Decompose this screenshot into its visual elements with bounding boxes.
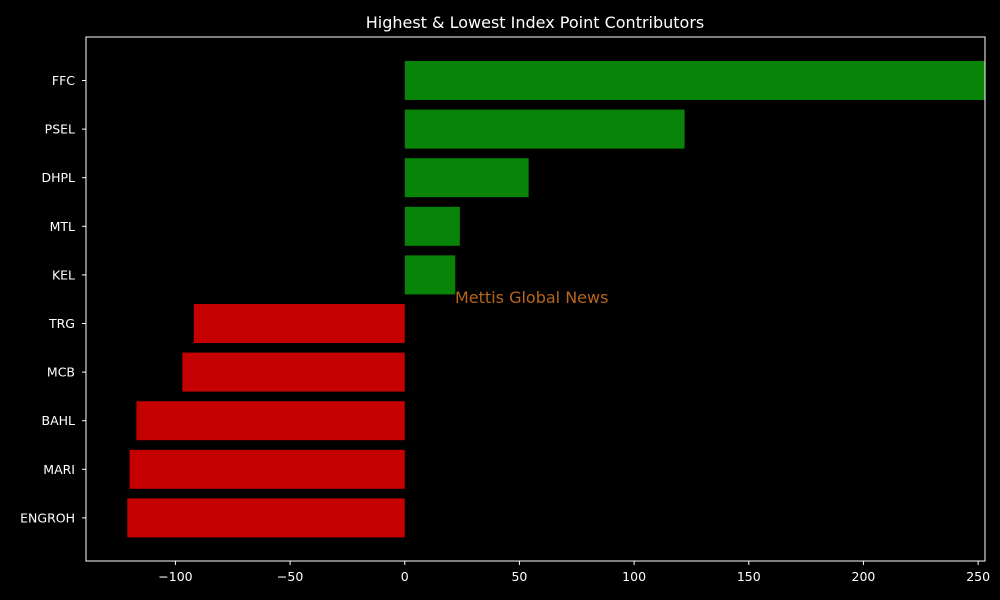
bar-psel [404,109,685,149]
y-tick-label: FFC [52,73,75,88]
bar-trg [193,304,405,343]
y-tick-label: PSEL [45,122,75,137]
y-tick-label: MTL [50,219,75,234]
bar-mtl [404,206,460,246]
x-tick-label: 150 [737,569,761,584]
bar-mcb [182,352,405,392]
y-tick-label: MCB [47,365,75,380]
bar-bahl [136,401,405,441]
bars-group [127,61,985,538]
bar-kel [404,255,456,295]
x-tick-label: 250 [966,569,990,584]
y-tick-label: DHPL [41,170,75,185]
bar-mari [129,449,405,489]
y-tick-label: TRG [48,316,75,331]
x-tick-label: 0 [401,569,409,584]
y-tick-label: ENGROH [20,510,75,525]
bar-dhpl [404,158,529,198]
y-tick-label: BAHL [42,413,76,428]
x-tick-label: 100 [622,569,646,584]
x-tick-label: −50 [277,569,303,584]
y-axis: FFC PSEL DHPL MTL KEL TRG MCB BAHL MARI ENGROH [20,73,86,525]
x-axis: −100 −50 0 50 100 150 200 250 [158,561,990,584]
chart-title: Highest & Lowest Index Point Contributor… [366,13,705,32]
watermark-text: Mettis Global News [455,288,608,307]
y-tick-label: MARI [43,462,75,477]
y-tick-label: KEL [52,267,75,282]
axes-frame [85,36,986,562]
x-tick-label: −100 [158,569,192,584]
bar-engroh [127,498,405,538]
x-tick-label: 50 [511,569,527,584]
x-tick-label: 200 [852,569,876,584]
bar-ffc [404,61,985,100]
